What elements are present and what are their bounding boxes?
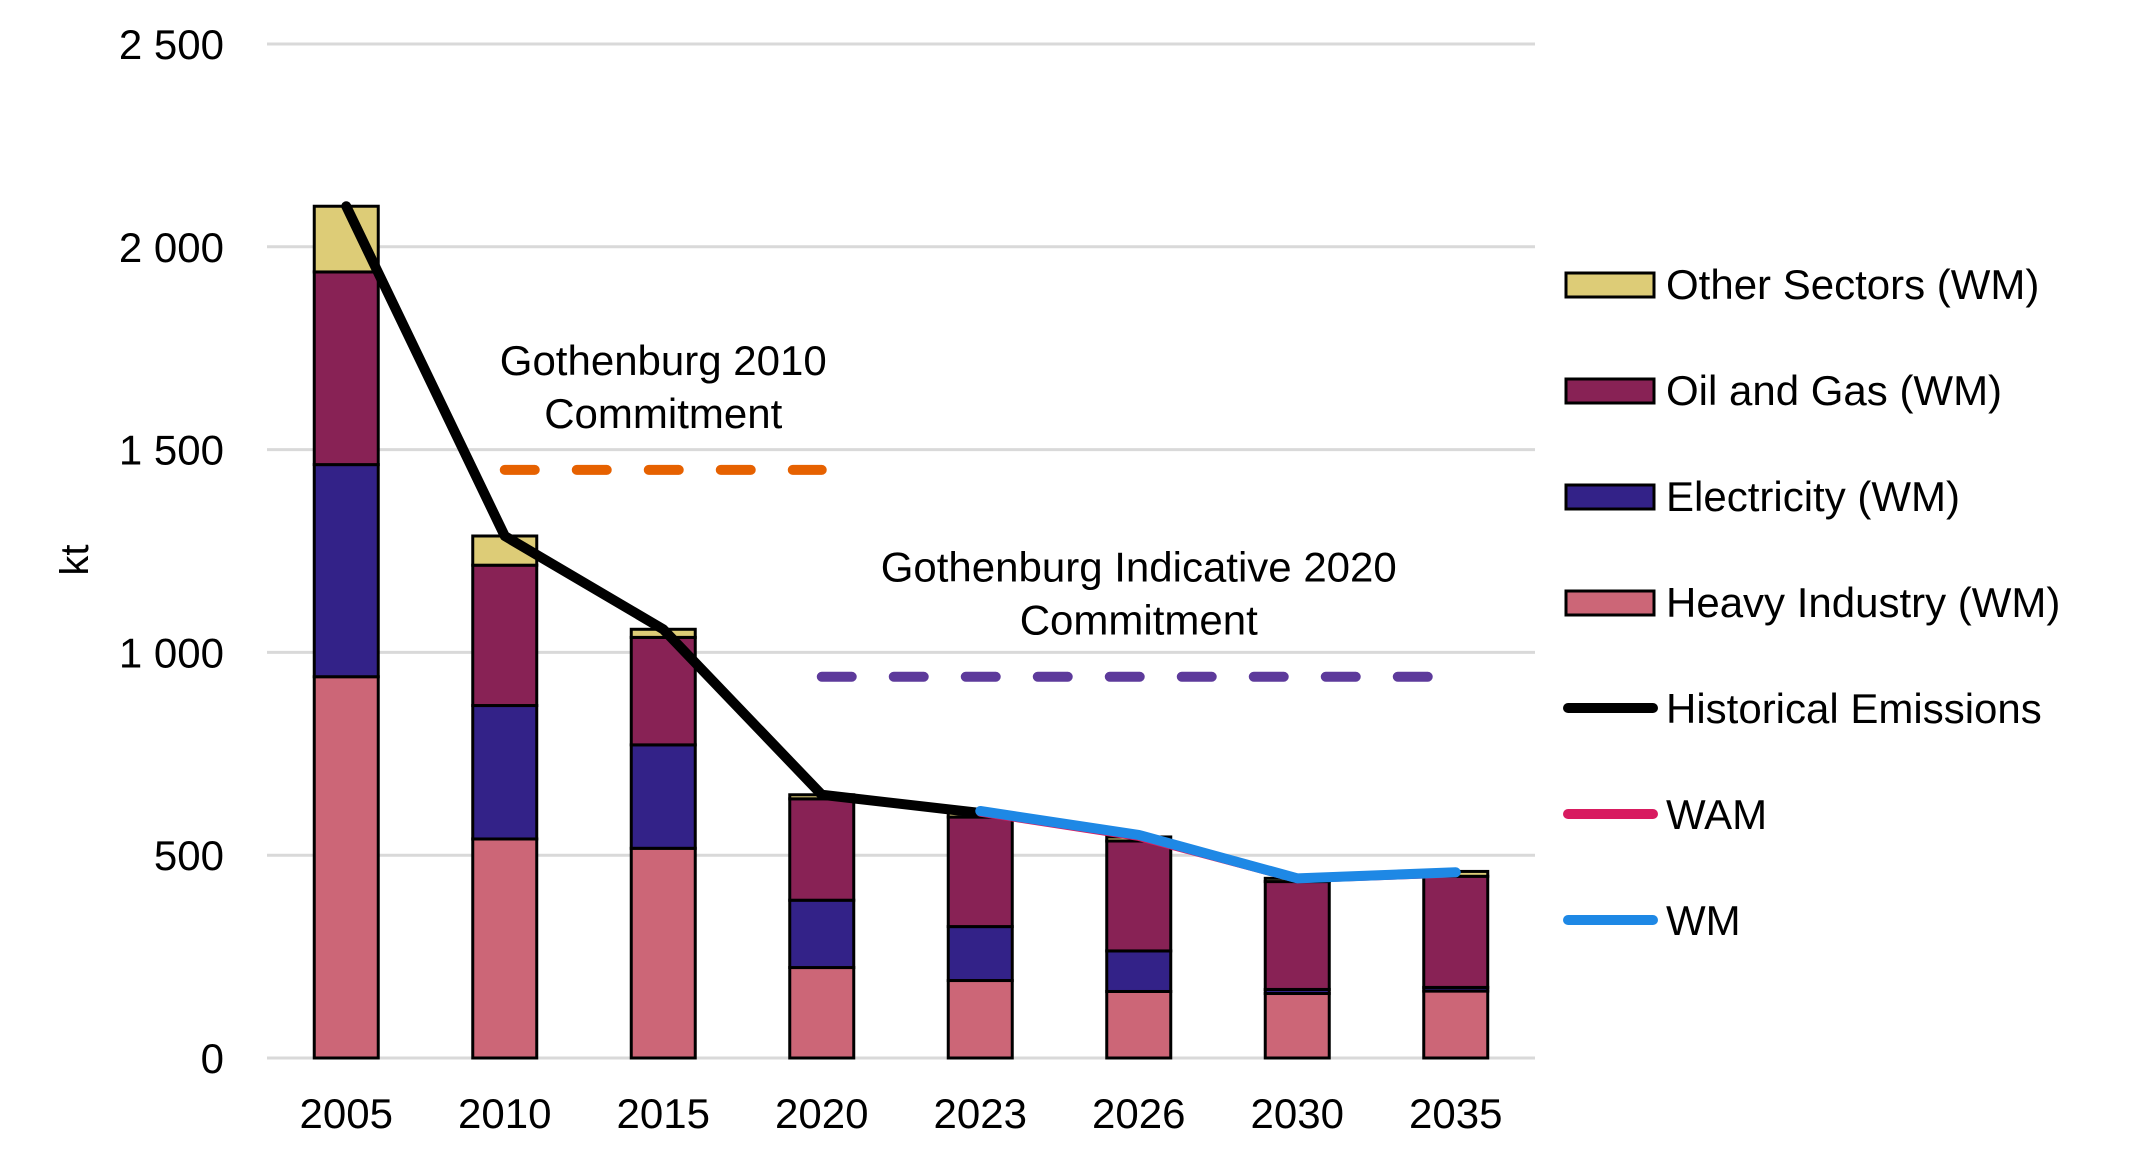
bar-segment-heavy-industry-wm bbox=[1105, 989, 1173, 1060]
bar-stack-2030 bbox=[1263, 876, 1331, 1060]
bar-segment-oil-and-gas-wm bbox=[471, 563, 539, 708]
bar-segment-oil-and-gas-wm bbox=[946, 815, 1014, 929]
bar-stack-2026 bbox=[1105, 835, 1173, 1060]
legend-label: Electricity (WM) bbox=[1666, 473, 1960, 520]
bar-segment-oil-and-gas-wm bbox=[788, 797, 856, 902]
y-tick-label: 2 500 bbox=[119, 21, 224, 68]
legend-item: WM bbox=[1563, 897, 1741, 944]
reference-line-annotation: Gothenburg 2010 bbox=[500, 337, 827, 384]
bar-segment-electricity-wm bbox=[946, 925, 1014, 983]
legend-label: Heavy Industry (WM) bbox=[1666, 579, 2060, 626]
reference-line-annotation: Gothenburg Indicative 2020 bbox=[881, 544, 1397, 591]
legend-label: Other Sectors (WM) bbox=[1666, 261, 2039, 308]
bar-segment-oil-and-gas-wm bbox=[1105, 839, 1173, 953]
bar-segment-electricity-wm bbox=[471, 704, 539, 841]
legend-swatch bbox=[1564, 377, 1656, 405]
legend-swatch bbox=[1564, 483, 1656, 511]
legend-item: Oil and Gas (WM) bbox=[1564, 367, 2002, 414]
x-tick-label: 2035 bbox=[1409, 1090, 1502, 1137]
bar-segment-heavy-industry-wm bbox=[471, 837, 539, 1060]
y-tick-label: 1 000 bbox=[119, 629, 224, 676]
x-tick-label: 2005 bbox=[300, 1090, 393, 1137]
x-tick-label: 2020 bbox=[775, 1090, 868, 1137]
bar-segment-heavy-industry-wm bbox=[312, 675, 380, 1060]
y-tick-label: 1 500 bbox=[119, 427, 224, 474]
y-tick-label: 0 bbox=[201, 1035, 224, 1082]
y-tick-label: 500 bbox=[154, 832, 224, 879]
reference-line-annotation: Commitment bbox=[544, 390, 782, 437]
legend: Other Sectors (WM) Oil and Gas (WM) Electr… bbox=[1563, 261, 2060, 944]
bar-segment-oil-and-gas-wm bbox=[1422, 874, 1490, 989]
x-tick-label: 2010 bbox=[458, 1090, 551, 1137]
legend-item: Electricity (WM) bbox=[1564, 473, 1960, 520]
legend-swatch bbox=[1564, 271, 1656, 299]
bar-segment-oil-and-gas-wm bbox=[1263, 880, 1331, 991]
bar-stack-2010 bbox=[471, 534, 539, 1060]
bar-stack-2015 bbox=[629, 627, 697, 1060]
series-lines bbox=[341, 201, 1461, 884]
bar-segment-electricity-wm bbox=[312, 463, 380, 679]
bar-segment-heavy-industry-wm bbox=[629, 846, 697, 1060]
reference-line-annotation: Commitment bbox=[1020, 597, 1258, 644]
legend-label: WM bbox=[1666, 897, 1741, 944]
x-tick-label: 2023 bbox=[934, 1090, 1027, 1137]
x-tick-label: 2026 bbox=[1092, 1090, 1185, 1137]
x-tick-label: 2015 bbox=[617, 1090, 710, 1137]
x-axis-ticks: 2005 2010 2015 2020 2023 2026 2030 2035 bbox=[300, 1090, 1503, 1137]
legend-label: WAM bbox=[1666, 791, 1767, 838]
bar-segment-electricity-wm bbox=[1105, 949, 1173, 993]
stacked-bars bbox=[312, 204, 1490, 1060]
legend-label: Oil and Gas (WM) bbox=[1666, 367, 2002, 414]
legend-item: WAM bbox=[1563, 791, 1767, 838]
legend-label: Historical Emissions bbox=[1666, 685, 2042, 732]
bar-stack-2023 bbox=[946, 811, 1014, 1060]
legend-item: Other Sectors (WM) bbox=[1564, 261, 2039, 308]
legend-item: Historical Emissions bbox=[1563, 685, 2042, 732]
bar-segment-heavy-industry-wm bbox=[788, 966, 856, 1060]
bar-stack-2005 bbox=[312, 204, 380, 1060]
legend-swatch bbox=[1564, 589, 1656, 617]
bar-segment-heavy-industry-wm bbox=[1263, 992, 1331, 1060]
bar-segment-electricity-wm bbox=[629, 743, 697, 850]
line-wm bbox=[975, 805, 1461, 884]
bar-segment-heavy-industry-wm bbox=[1422, 989, 1490, 1060]
bar-stack-2020 bbox=[788, 793, 856, 1060]
bar-stack-2035 bbox=[1422, 869, 1490, 1060]
bar-segment-heavy-industry-wm bbox=[946, 979, 1014, 1060]
y-axis-ticks: 0 500 1 000 1 500 2 000 2 500 bbox=[119, 21, 224, 1082]
legend-item: Heavy Industry (WM) bbox=[1564, 579, 2060, 626]
y-tick-label: 2 000 bbox=[119, 224, 224, 271]
bar-segment-electricity-wm bbox=[788, 898, 856, 970]
x-tick-label: 2030 bbox=[1251, 1090, 1344, 1137]
y-axis-title: kt bbox=[53, 544, 97, 575]
reference-lines: Gothenburg 2010 Commitment Gothenburg Indi… bbox=[499, 337, 1461, 682]
bar-segment-oil-and-gas-wm bbox=[312, 270, 380, 467]
